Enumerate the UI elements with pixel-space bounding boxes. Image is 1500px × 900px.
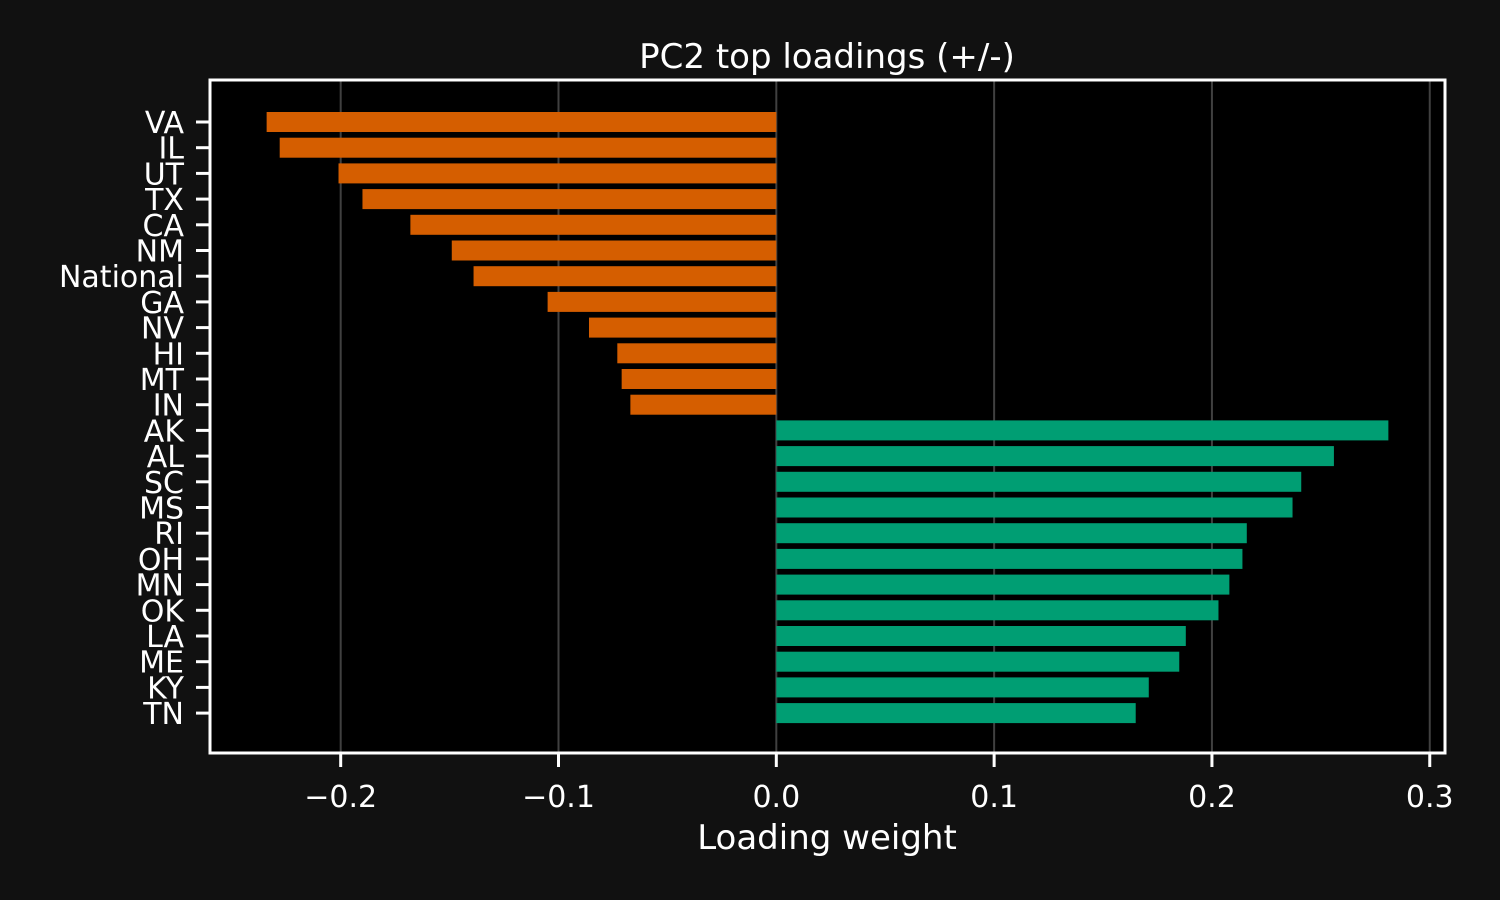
bar-ok [776, 600, 1219, 621]
y-tick-label-oh: OH [138, 543, 184, 578]
bar-ut [338, 163, 777, 184]
bar-al [776, 446, 1334, 467]
bar-ri [776, 523, 1247, 544]
bar-nv [588, 317, 777, 338]
y-tick-label-ut: UT [144, 157, 185, 192]
bar-ca [410, 214, 777, 235]
bar-ky [776, 677, 1149, 698]
plot-frame [208, 78, 1447, 755]
bar-oh [776, 548, 1243, 569]
y-tick-label-la: LA [146, 620, 184, 655]
y-tick-label-ky: KY [147, 671, 185, 706]
y-tick-label-ri: RI [154, 517, 184, 552]
y-tick-label-va: VA [145, 106, 185, 141]
y-tick-label-ga: GA [140, 286, 184, 321]
y-tick-label-tn: TN [142, 697, 184, 732]
y-tick-label-ca: CA [143, 209, 185, 244]
bar-mt [621, 369, 777, 389]
y-tick-label-in: IN [153, 389, 184, 424]
bars [266, 112, 1389, 724]
bar-sc [776, 471, 1302, 492]
y-tick-label-ms: MS [139, 492, 184, 527]
bar-hi [617, 343, 777, 364]
bar-mn [776, 574, 1230, 595]
y-tick-label-tx: TX [144, 183, 184, 218]
bar-il [279, 137, 777, 158]
x-tick-label-5: 0.3 [1406, 780, 1454, 815]
x-tick-label-3: 0.1 [970, 780, 1018, 815]
bar-ms [776, 497, 1293, 518]
x-axis-label: Loading weight [697, 818, 957, 858]
y-tick-label-al: AL [147, 440, 185, 475]
y-tick-label-sc: SC [144, 466, 184, 501]
y-tick-label-il: IL [158, 132, 184, 167]
y-tick-label-mn: MN [136, 569, 184, 604]
y-tick-label-national: National [59, 260, 184, 295]
bar-national [473, 266, 777, 287]
chart-title: PC2 top loadings (+/-) [639, 37, 1015, 77]
bar-in [630, 394, 777, 415]
y-tick-label-hi: HI [153, 337, 184, 372]
x-tick-label-0: −0.2 [304, 780, 377, 815]
bar-ga [547, 291, 777, 312]
bar-nm [451, 240, 777, 261]
y-tick-label-nm: NM [136, 235, 184, 270]
bar-tn [776, 703, 1136, 724]
y-tick-label-me: ME [139, 646, 184, 681]
x-tick-label-4: 0.2 [1188, 780, 1236, 815]
bar-me [776, 651, 1180, 672]
bar-tx [362, 189, 777, 210]
y-tick-label-ok: OK [141, 594, 186, 629]
bar-va [266, 112, 777, 132]
bar-ak [776, 420, 1389, 441]
bar-la [776, 626, 1186, 646]
x-axis-ticks: −0.2 −0.1 0.0 0.1 0.2 0.3 [304, 753, 1454, 815]
y-tick-label-ak: AK [144, 414, 186, 449]
y-tick-label-nv: NV [141, 312, 184, 347]
x-tick-label-2: 0.0 [752, 780, 800, 815]
y-axis-ticks: VAILUTTXCANMNationalGANVHIMTINAKALSCMSRI… [59, 106, 210, 732]
x-tick-label-1: −0.1 [522, 780, 595, 815]
y-tick-label-mt: MT [140, 363, 185, 398]
